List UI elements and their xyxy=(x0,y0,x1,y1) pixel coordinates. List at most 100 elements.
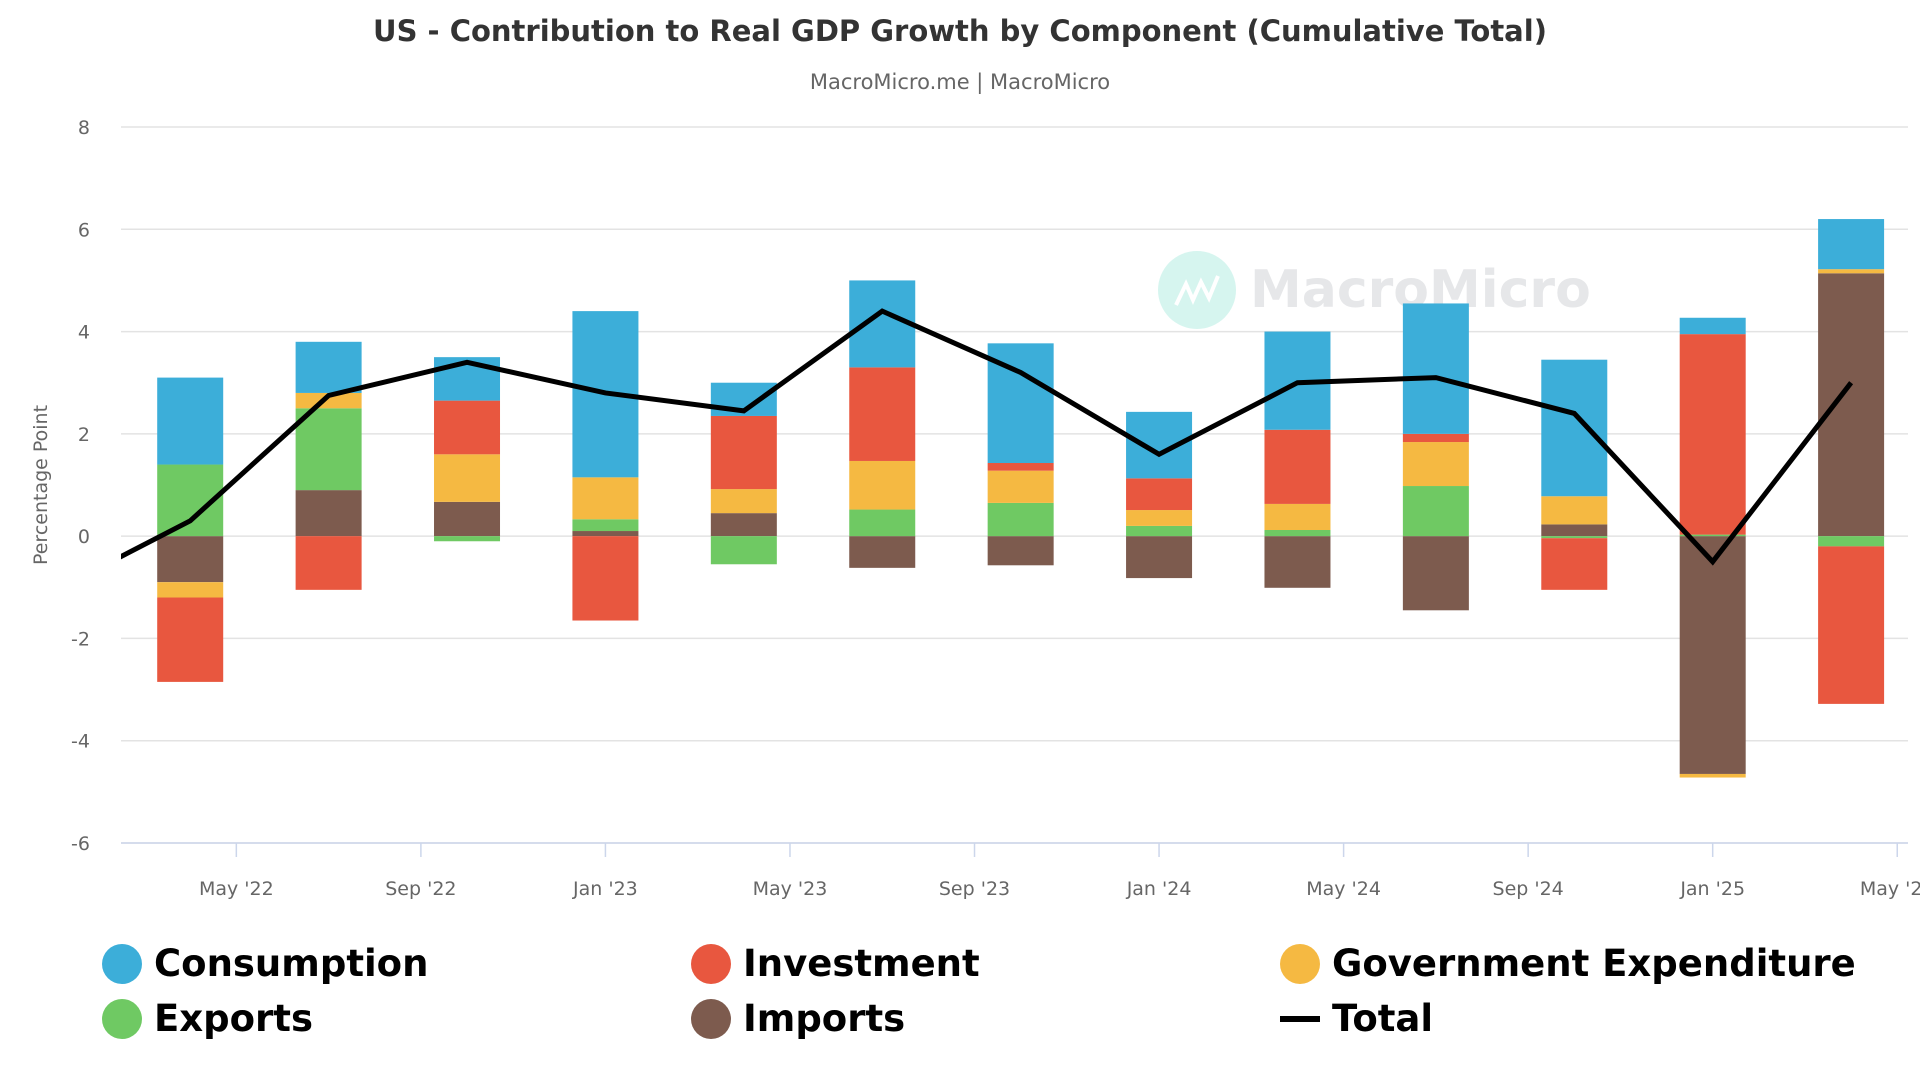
bar-exports xyxy=(1126,525,1193,537)
y-tick-label: -2 xyxy=(71,628,90,650)
legend-label: Government Expenditure xyxy=(1332,942,1856,985)
watermark: MacroMicro xyxy=(1158,251,1591,329)
bar-imports xyxy=(1126,536,1193,579)
legend-imports-icon xyxy=(691,998,731,1039)
bar-government-expenditure xyxy=(1126,510,1193,526)
bar-consumption xyxy=(157,377,224,465)
bar-consumption xyxy=(1541,359,1608,497)
bar-consumption xyxy=(295,341,362,393)
bar-investment xyxy=(1818,546,1885,704)
legend-label: Investment xyxy=(743,942,980,985)
x-tick-label: May '25 xyxy=(1860,878,1920,900)
bar-government-expenditure xyxy=(710,489,777,514)
x-tick-label: Jan '23 xyxy=(572,878,638,900)
bar-investment xyxy=(572,536,639,621)
bar-exports xyxy=(434,536,501,542)
bar-exports xyxy=(710,536,777,565)
y-tick-label: -6 xyxy=(71,833,90,855)
bar-investment xyxy=(1402,433,1469,443)
bar-imports xyxy=(849,536,916,568)
bar-imports xyxy=(295,490,362,537)
watermark-logo-mark xyxy=(1174,275,1220,306)
y-tick-label: 4 xyxy=(78,322,90,344)
bar-investment xyxy=(710,415,777,490)
bar-consumption xyxy=(1818,219,1885,270)
bar-imports xyxy=(157,536,224,583)
y-axis: 8 6 4 2 0 -2 -4 -6 xyxy=(71,117,90,855)
x-axis: May '22 Sep '22 Jan '23 May '23 Sep '23 Jan '… xyxy=(121,842,1920,900)
bar-imports xyxy=(572,531,639,537)
bar-government-expenditure xyxy=(434,454,501,502)
x-tick-label: Sep '22 xyxy=(385,878,456,900)
y-tick-label: -4 xyxy=(71,731,90,753)
y-axis-title: Percentage Point xyxy=(30,405,52,565)
bar-exports xyxy=(295,408,362,491)
x-tick-label: Jan '24 xyxy=(1126,878,1192,900)
legend-item-exports[interactable]: Exports xyxy=(102,997,313,1040)
x-tick-label: May '23 xyxy=(753,878,828,900)
total-series-line xyxy=(121,308,1854,566)
bar-government-expenditure xyxy=(1264,503,1331,531)
bar-consumption xyxy=(1402,303,1469,434)
legend-label: Exports xyxy=(154,997,314,1040)
bar-investment xyxy=(295,536,362,590)
legend-label: Total xyxy=(1332,997,1434,1040)
bar-investment xyxy=(849,367,916,461)
legend-label: Imports xyxy=(743,997,906,1040)
legend-label: Consumption xyxy=(154,942,429,985)
bar-imports xyxy=(1541,524,1608,537)
x-tick-label: Jan '25 xyxy=(1679,878,1745,900)
bar-exports xyxy=(1402,486,1469,537)
bar-imports xyxy=(1679,536,1746,774)
bar-investment xyxy=(1126,478,1193,511)
bar-government-expenditure xyxy=(849,460,916,510)
bar-imports xyxy=(1818,273,1885,537)
bars xyxy=(157,219,1885,778)
legend-item-government-expenditure[interactable]: Government Expenditure xyxy=(1280,942,1856,985)
y-tick-label: 0 xyxy=(78,526,90,548)
bar-exports xyxy=(1264,530,1331,537)
bar-imports xyxy=(1264,536,1331,588)
legend-exports-icon xyxy=(102,998,142,1039)
legend-item-consumption[interactable]: Consumption xyxy=(102,942,428,985)
legend-total-icon xyxy=(1280,1015,1320,1022)
bar-investment xyxy=(1264,429,1331,504)
chart-title: US - Contribution to Real GDP Growth by … xyxy=(373,14,1547,48)
bar-investment xyxy=(434,400,501,455)
bar-consumption xyxy=(1679,317,1746,335)
y-tick-label: 6 xyxy=(78,219,90,241)
bar-imports xyxy=(987,536,1054,566)
bar-imports xyxy=(1402,536,1469,611)
bar-investment xyxy=(157,597,224,682)
bar-government-expenditure xyxy=(1541,496,1608,525)
legend-item-investment[interactable]: Investment xyxy=(691,942,980,985)
x-tick-label: May '24 xyxy=(1306,878,1381,900)
bar-government-expenditure xyxy=(157,582,224,598)
legend-consumption-icon xyxy=(102,943,142,984)
bar-imports xyxy=(434,501,501,537)
legend-item-total[interactable]: Total xyxy=(1280,997,1433,1040)
bar-investment xyxy=(1541,538,1608,590)
legend-item-imports[interactable]: Imports xyxy=(691,997,905,1040)
bar-government-expenditure xyxy=(295,392,362,409)
bar-exports xyxy=(987,502,1054,537)
x-tick-label: Sep '24 xyxy=(1493,878,1564,900)
x-tick-label: May '22 xyxy=(199,878,274,900)
bar-investment xyxy=(987,463,1054,471)
total-line xyxy=(121,308,1854,566)
bar-exports xyxy=(849,509,916,537)
bar-exports xyxy=(1541,536,1608,539)
legend-investment-icon xyxy=(691,943,731,984)
bar-government-expenditure xyxy=(1402,442,1469,487)
bar-government-expenditure xyxy=(1679,773,1746,778)
bar-imports xyxy=(710,513,777,537)
bar-exports xyxy=(1818,536,1885,547)
chart-subtitle: MacroMicro.me | MacroMicro xyxy=(809,70,1111,94)
bar-government-expenditure xyxy=(1818,269,1885,274)
legend-government-icon xyxy=(1280,943,1320,984)
x-tick-label: Sep '23 xyxy=(939,878,1010,900)
bar-government-expenditure xyxy=(572,477,639,520)
bar-government-expenditure xyxy=(987,470,1054,503)
y-tick-label: 8 xyxy=(78,117,90,139)
y-tick-label: 2 xyxy=(78,424,90,446)
